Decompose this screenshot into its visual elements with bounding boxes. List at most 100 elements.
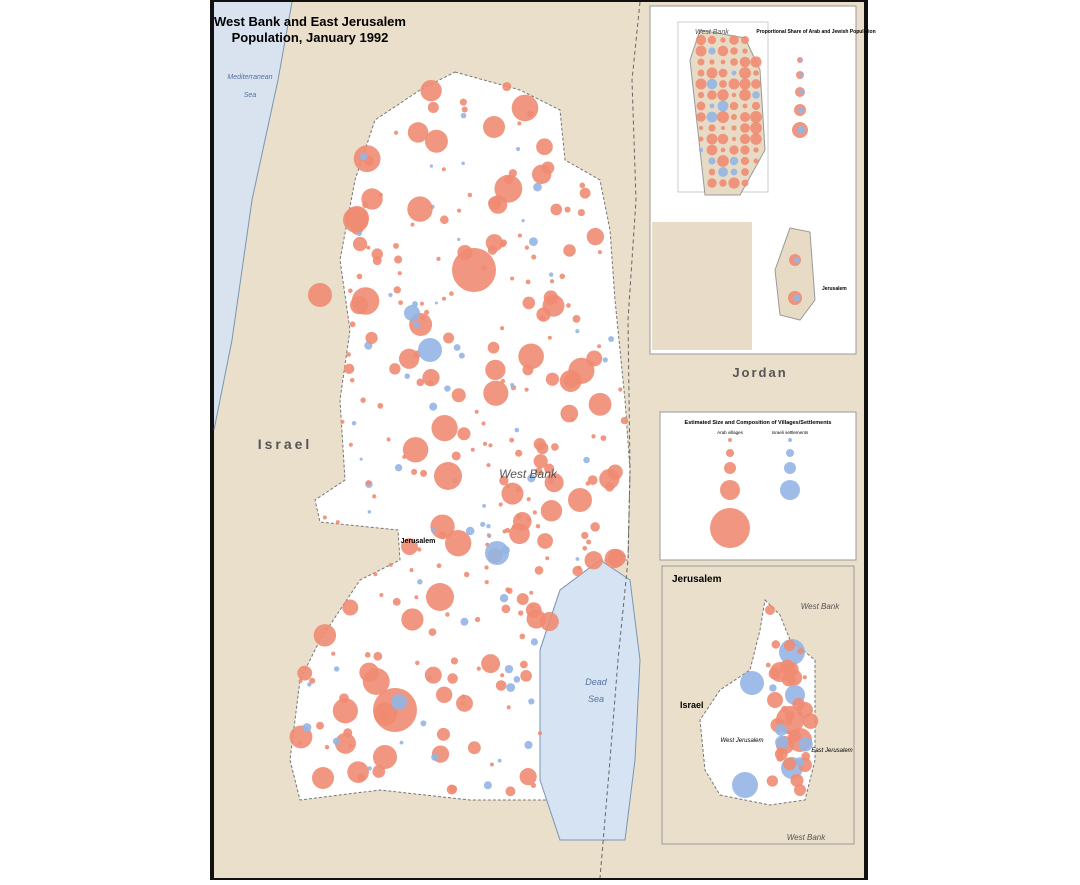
population-circle	[559, 273, 566, 280]
population-circle	[534, 467, 543, 476]
population-circle	[397, 271, 402, 276]
population-circle	[487, 245, 498, 255]
population-circle	[407, 122, 429, 143]
population-circle	[416, 378, 425, 387]
population-circle	[788, 438, 792, 442]
population-circle	[797, 647, 804, 655]
population-circle	[426, 583, 454, 611]
population-circle	[741, 36, 749, 44]
population-circle	[720, 480, 740, 500]
population-circle	[581, 531, 589, 540]
population-circle	[519, 660, 528, 669]
population-circle	[359, 457, 363, 461]
population-circle	[717, 100, 729, 112]
population-circle	[530, 782, 537, 788]
population-circle	[458, 352, 465, 359]
population-circle	[591, 434, 596, 439]
population-circle	[467, 192, 473, 198]
population-circle	[461, 161, 465, 166]
inset-title: West Bank	[695, 29, 729, 36]
population-circle	[505, 786, 516, 797]
population-circle	[371, 248, 384, 260]
population-circle	[785, 718, 793, 726]
population-circle	[513, 676, 521, 683]
population-circle	[585, 481, 591, 486]
population-circle	[730, 58, 738, 66]
population-circle	[730, 168, 738, 176]
population-circle	[731, 70, 737, 76]
population-circle	[332, 698, 358, 724]
population-circle	[537, 731, 543, 736]
population-circle	[739, 56, 751, 68]
population-circle	[531, 164, 552, 185]
population-circle	[474, 409, 479, 414]
population-circle	[372, 494, 377, 499]
population-circle	[457, 208, 462, 213]
population-circle	[707, 178, 717, 188]
population-circle	[488, 443, 493, 448]
legend-label: Israeli settlements	[772, 430, 809, 435]
population-circle	[726, 449, 734, 457]
population-circle	[510, 276, 515, 281]
population-circle	[798, 737, 813, 752]
population-circle	[765, 662, 771, 668]
population-circle	[500, 326, 505, 331]
population-circle	[720, 125, 726, 131]
population-circle	[563, 244, 576, 257]
population-circle	[783, 639, 796, 652]
population-circle	[441, 296, 447, 301]
population-circle	[706, 144, 718, 156]
population-circle	[729, 35, 739, 45]
population-circle	[730, 113, 738, 121]
population-circle	[597, 250, 602, 255]
population-circle	[394, 464, 403, 472]
population-circle	[497, 758, 502, 763]
population-circle	[572, 314, 581, 323]
population-circle	[445, 530, 472, 557]
population-circle	[708, 157, 716, 165]
population-circle	[352, 236, 368, 252]
population-circle	[802, 675, 807, 680]
population-circle	[308, 283, 332, 307]
population-circle	[730, 47, 738, 55]
population-circle	[740, 112, 750, 122]
population-circle	[528, 698, 535, 705]
population-circle	[695, 45, 707, 57]
population-circle	[533, 454, 548, 469]
population-circle	[522, 296, 536, 310]
legend-label: Arab villages	[717, 430, 744, 435]
population-circle	[575, 329, 580, 334]
population-circle	[718, 167, 728, 177]
population-circle	[401, 538, 418, 555]
population-circle	[459, 98, 467, 106]
population-circle	[453, 344, 461, 351]
population-circle	[404, 305, 420, 321]
population-circle	[499, 475, 509, 486]
population-circle	[332, 737, 340, 745]
population-circle	[706, 78, 718, 90]
title-line: West Bank and East Jerusalem	[214, 14, 406, 29]
population-circle	[697, 91, 705, 99]
population-circle	[618, 553, 626, 561]
population-circle	[393, 242, 399, 249]
population-circle	[333, 666, 340, 672]
population-circle	[706, 67, 718, 79]
population-circle	[529, 590, 534, 595]
population-circle	[724, 462, 736, 474]
population-circle	[392, 597, 401, 606]
population-circle	[696, 112, 706, 122]
population-circle	[345, 206, 369, 230]
population-circle	[802, 713, 819, 729]
population-circle	[549, 279, 555, 284]
population-circle	[431, 753, 439, 761]
population-circle	[417, 579, 423, 585]
population-circle	[356, 273, 363, 280]
population-circle	[481, 421, 486, 426]
population-circle	[717, 89, 729, 101]
population-circle	[365, 331, 378, 345]
population-circle	[350, 296, 369, 315]
population-circle	[534, 566, 544, 575]
population-circle	[343, 728, 353, 738]
population-circle	[399, 740, 404, 745]
population-circle	[719, 80, 727, 88]
